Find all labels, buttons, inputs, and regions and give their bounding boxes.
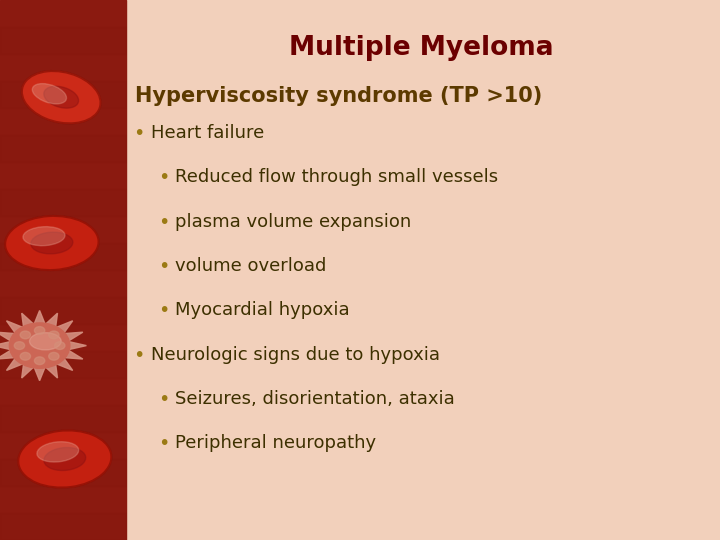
Bar — [0, 270, 126, 297]
Text: •: • — [158, 434, 170, 453]
Text: Seizures, disorientation, ataxia: Seizures, disorientation, ataxia — [175, 390, 455, 408]
Text: Reduced flow through small vessels: Reduced flow through small vessels — [175, 168, 498, 186]
Text: •: • — [158, 257, 170, 276]
Bar — [0, 243, 126, 270]
Bar — [0, 297, 126, 324]
Text: Hyperviscosity syndrome (TP >10): Hyperviscosity syndrome (TP >10) — [135, 86, 543, 106]
Text: Myocardial hypoxia: Myocardial hypoxia — [175, 301, 350, 319]
Bar — [0, 108, 126, 135]
Circle shape — [14, 342, 24, 349]
Bar — [0, 0, 126, 540]
Text: Heart failure: Heart failure — [151, 124, 264, 142]
Bar — [0, 54, 126, 81]
Bar — [0, 216, 126, 243]
Ellipse shape — [37, 442, 78, 462]
Bar — [0, 513, 126, 540]
Bar — [0, 81, 126, 108]
Text: plasma volume expansion: plasma volume expansion — [175, 213, 411, 231]
Bar — [0, 189, 126, 216]
Ellipse shape — [18, 430, 112, 488]
Bar — [0, 0, 126, 27]
Circle shape — [35, 357, 45, 364]
Ellipse shape — [44, 448, 86, 470]
Text: •: • — [133, 124, 145, 143]
Text: Multiple Myeloma: Multiple Myeloma — [289, 35, 554, 61]
Bar — [0, 486, 126, 513]
Bar — [0, 135, 126, 162]
Polygon shape — [0, 310, 86, 381]
Text: •: • — [133, 346, 145, 365]
Ellipse shape — [22, 71, 101, 123]
Circle shape — [35, 327, 45, 334]
Circle shape — [49, 331, 59, 339]
Bar — [0, 432, 126, 459]
Text: volume overload: volume overload — [175, 257, 326, 275]
Text: •: • — [158, 390, 170, 409]
Bar — [0, 351, 126, 378]
Bar — [0, 459, 126, 486]
Text: •: • — [158, 301, 170, 320]
Circle shape — [55, 342, 65, 349]
Ellipse shape — [23, 227, 65, 246]
Ellipse shape — [32, 84, 66, 104]
Ellipse shape — [44, 86, 78, 108]
Circle shape — [49, 353, 59, 360]
Bar — [0, 324, 126, 351]
Bar — [0, 405, 126, 432]
Ellipse shape — [5, 216, 99, 270]
Text: Peripheral neuropathy: Peripheral neuropathy — [175, 434, 376, 452]
Text: •: • — [158, 213, 170, 232]
Ellipse shape — [30, 333, 61, 350]
Text: Neurologic signs due to hypoxia: Neurologic signs due to hypoxia — [151, 346, 440, 363]
Ellipse shape — [31, 232, 73, 254]
Circle shape — [20, 353, 30, 360]
Bar — [0, 378, 126, 405]
Text: •: • — [158, 168, 170, 187]
Circle shape — [20, 331, 30, 339]
Bar — [0, 162, 126, 189]
Bar — [0, 27, 126, 54]
Circle shape — [9, 323, 70, 368]
